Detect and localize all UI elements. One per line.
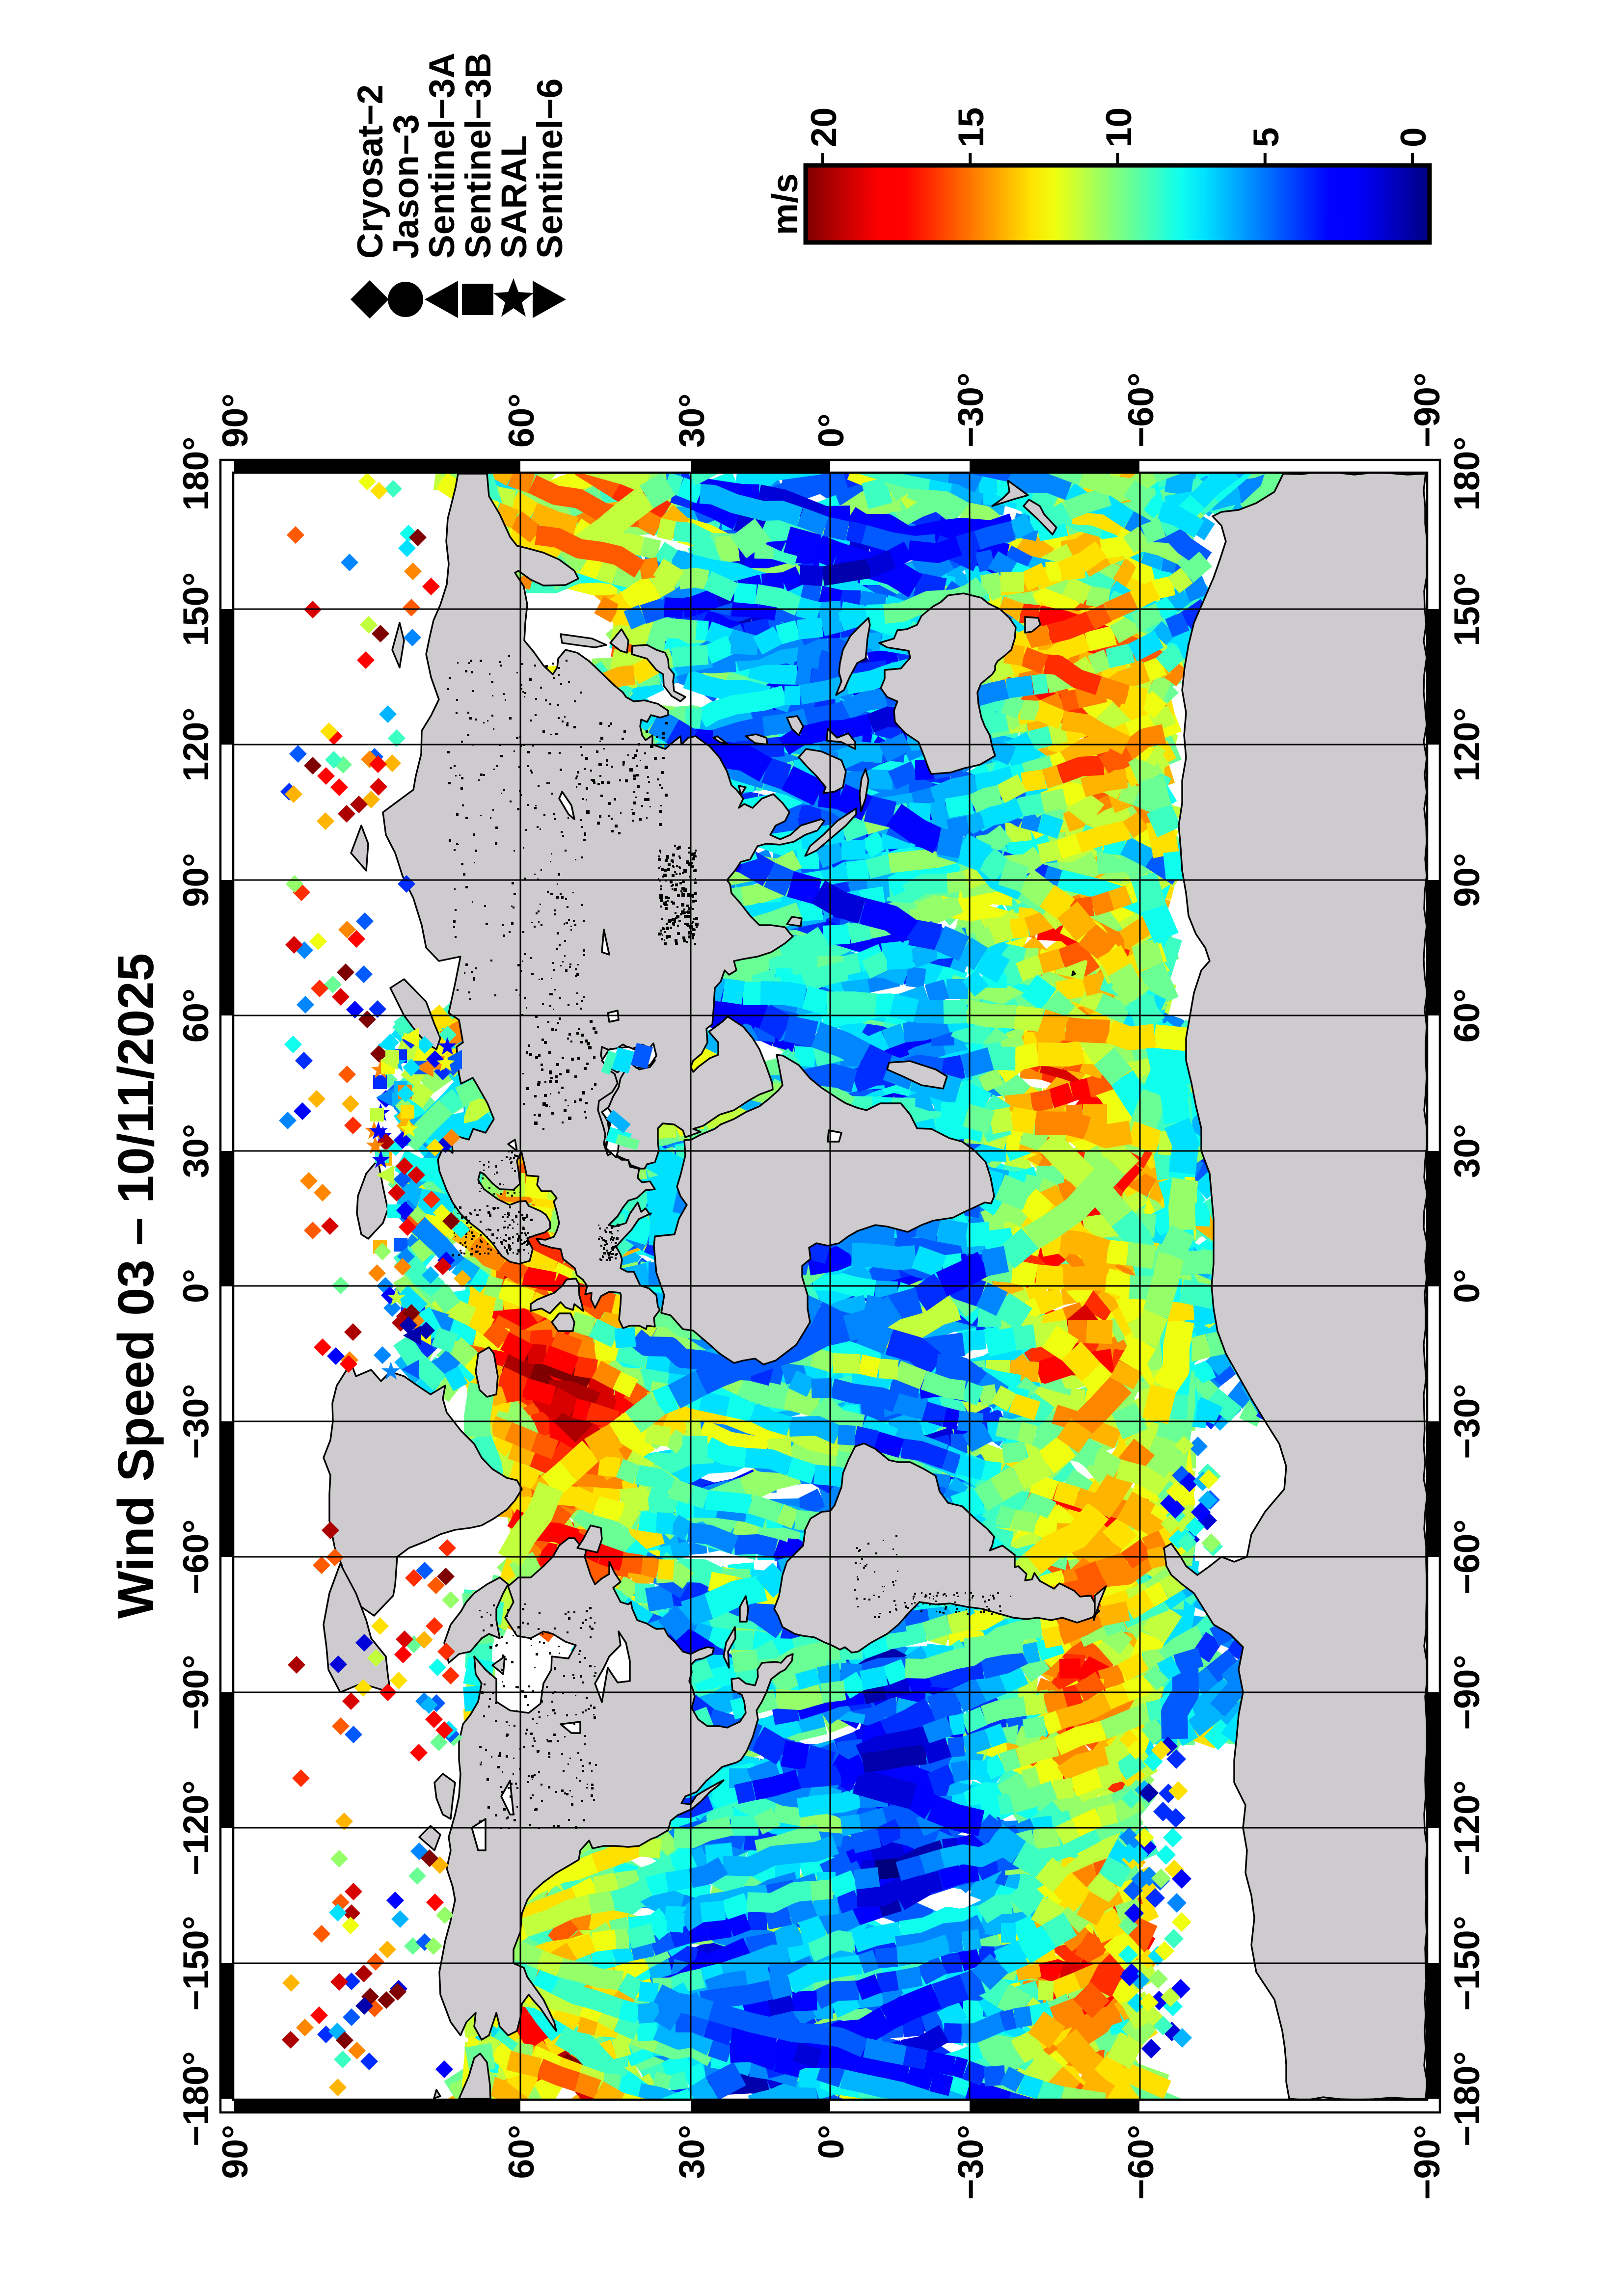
svg-text:Cryosat−2: Cryosat−2 — [351, 84, 390, 259]
svg-text:−90°: −90° — [176, 1655, 216, 1730]
svg-text:−90°: −90° — [1447, 1655, 1487, 1730]
svg-text:0°: 0° — [176, 1269, 216, 1303]
svg-text:0°: 0° — [812, 2125, 851, 2159]
svg-text:0°: 0° — [812, 413, 851, 448]
svg-text:Sentinel−6: Sentinel−6 — [530, 79, 570, 259]
svg-text:−30°: −30° — [951, 2125, 991, 2200]
svg-text:180°: 180° — [1447, 437, 1487, 511]
svg-text:−60°: −60° — [1121, 373, 1161, 448]
svg-text:−90°: −90° — [1407, 2125, 1447, 2200]
svg-text:150°: 150° — [176, 572, 216, 646]
svg-text:180°: 180° — [176, 437, 216, 511]
svg-text:−60°: −60° — [1121, 2125, 1161, 2200]
svg-text:5: 5 — [1246, 127, 1286, 147]
svg-text:−60°: −60° — [1447, 1519, 1487, 1594]
svg-text:m/s: m/s — [765, 173, 805, 235]
svg-text:−30°: −30° — [951, 373, 991, 448]
svg-text:−90°: −90° — [1407, 373, 1447, 448]
svg-text:−30°: −30° — [176, 1384, 216, 1459]
svg-text:Wind Speed 03 – 10/11/2025: Wind Speed 03 – 10/11/2025 — [108, 953, 164, 1619]
svg-text:Sentinel−3B: Sentinel−3B — [459, 53, 498, 259]
svg-text:0: 0 — [1394, 127, 1434, 147]
svg-text:90°: 90° — [216, 394, 255, 448]
svg-text:60°: 60° — [502, 2125, 541, 2179]
svg-text:90°: 90° — [216, 2125, 255, 2179]
svg-text:30°: 30° — [1447, 1124, 1487, 1178]
svg-text:10: 10 — [1099, 107, 1139, 147]
svg-text:20: 20 — [804, 107, 844, 147]
svg-text:Sentinel−3A: Sentinel−3A — [422, 53, 462, 259]
svg-text:−30°: −30° — [1447, 1384, 1487, 1459]
svg-text:60°: 60° — [1447, 988, 1487, 1042]
svg-text:150°: 150° — [1447, 572, 1487, 646]
svg-text:120°: 120° — [176, 708, 216, 782]
svg-text:−150°: −150° — [1447, 1916, 1487, 2011]
svg-text:−180°: −180° — [176, 2051, 216, 2146]
svg-text:−150°: −150° — [176, 1916, 216, 2011]
svg-text:30°: 30° — [672, 2125, 712, 2179]
svg-text:60°: 60° — [176, 988, 216, 1042]
svg-text:60°: 60° — [502, 394, 541, 448]
svg-text:15: 15 — [951, 107, 991, 147]
svg-text:−120°: −120° — [176, 1780, 216, 1875]
svg-text:30°: 30° — [672, 394, 712, 448]
svg-text:120°: 120° — [1447, 708, 1487, 782]
svg-text:0°: 0° — [1447, 1269, 1487, 1303]
svg-text:Jason−3: Jason−3 — [386, 114, 426, 259]
svg-text:−120°: −120° — [1447, 1780, 1487, 1875]
svg-text:90°: 90° — [1447, 853, 1487, 907]
svg-text:−60°: −60° — [176, 1519, 216, 1594]
svg-text:90°: 90° — [176, 853, 216, 907]
svg-text:−180°: −180° — [1447, 2051, 1487, 2146]
svg-text:SARAL: SARAL — [494, 135, 534, 259]
svg-text:30°: 30° — [176, 1124, 216, 1178]
